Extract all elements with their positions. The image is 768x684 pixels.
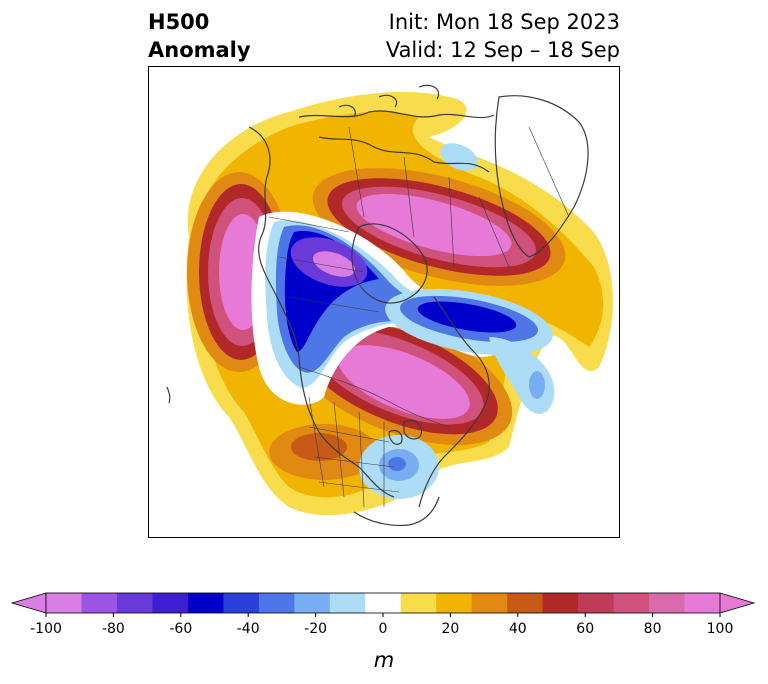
colorbar-swatch <box>471 593 508 613</box>
colorbar-swatch <box>649 593 686 613</box>
colorbar-swatch <box>684 593 721 613</box>
colorbar-swatch <box>187 593 224 613</box>
political-boundaries <box>268 126 570 508</box>
us-east-low-60 <box>388 457 406 471</box>
colorbar-swatch <box>152 593 189 613</box>
colorbar-tick-label: 80 <box>644 621 662 637</box>
colorbar-swatch <box>436 593 473 613</box>
colorbar-tick-label: 60 <box>576 621 594 637</box>
colorbar-swatch <box>258 593 295 613</box>
anomaly-map <box>148 66 620 538</box>
greenland-high-90 <box>356 193 512 257</box>
colorbar-swatch <box>613 593 650 613</box>
colorbar: -100 -80 -60 -40 -20 0 20 40 60 80 100 <box>10 590 758 646</box>
title-variable: H500 <box>148 10 210 34</box>
colorbar-extend-min <box>10 592 47 614</box>
colorbar-swatch <box>507 593 544 613</box>
colorbar-tick-label: -60 <box>169 621 192 637</box>
colorbar-tick-label: 100 <box>707 621 734 637</box>
colorbar-swatch <box>46 593 82 613</box>
north-atlantic-low-40 <box>529 371 545 399</box>
colorbar-swatch <box>542 593 579 613</box>
colorbar-unit-label: m <box>373 648 395 672</box>
colorbar-extend-max <box>719 592 756 614</box>
colorbar-tick-label: -20 <box>304 621 327 637</box>
colorbar-swatch <box>116 593 153 613</box>
colorbar-swatch <box>329 593 366 613</box>
colorbar-tick-label: -80 <box>102 621 125 637</box>
colorbar-tick-label: -100 <box>30 621 62 637</box>
colorbar-tick-label: 40 <box>509 621 527 637</box>
colorbar-swatch <box>81 593 118 613</box>
colorbar-swatch <box>365 593 402 613</box>
anomaly-contours <box>186 92 613 516</box>
title-type: Anomaly <box>148 38 251 62</box>
central-high-90 <box>338 345 470 419</box>
colorbar-tick-label: 0 <box>379 621 388 637</box>
colorbar-tick-label: 20 <box>441 621 459 637</box>
init-date: Init: Mon 18 Sep 2023 <box>388 10 620 34</box>
western-canada-low-90 <box>312 251 356 277</box>
southwest-high-50 <box>291 433 347 461</box>
map-title: H500 Anomaly <box>148 8 251 64</box>
colorbar-swatch <box>400 593 437 613</box>
colorbar-swatch <box>223 593 260 613</box>
colorbar-tick-label: -40 <box>237 621 260 637</box>
colorbar-swatch <box>294 593 331 613</box>
valid-range: Valid: 12 Sep – 18 Sep <box>385 38 620 62</box>
map-date-info: Init: Mon 18 Sep 2023 Valid: 12 Sep – 18… <box>300 8 620 64</box>
colorbar-swatch <box>578 593 615 613</box>
